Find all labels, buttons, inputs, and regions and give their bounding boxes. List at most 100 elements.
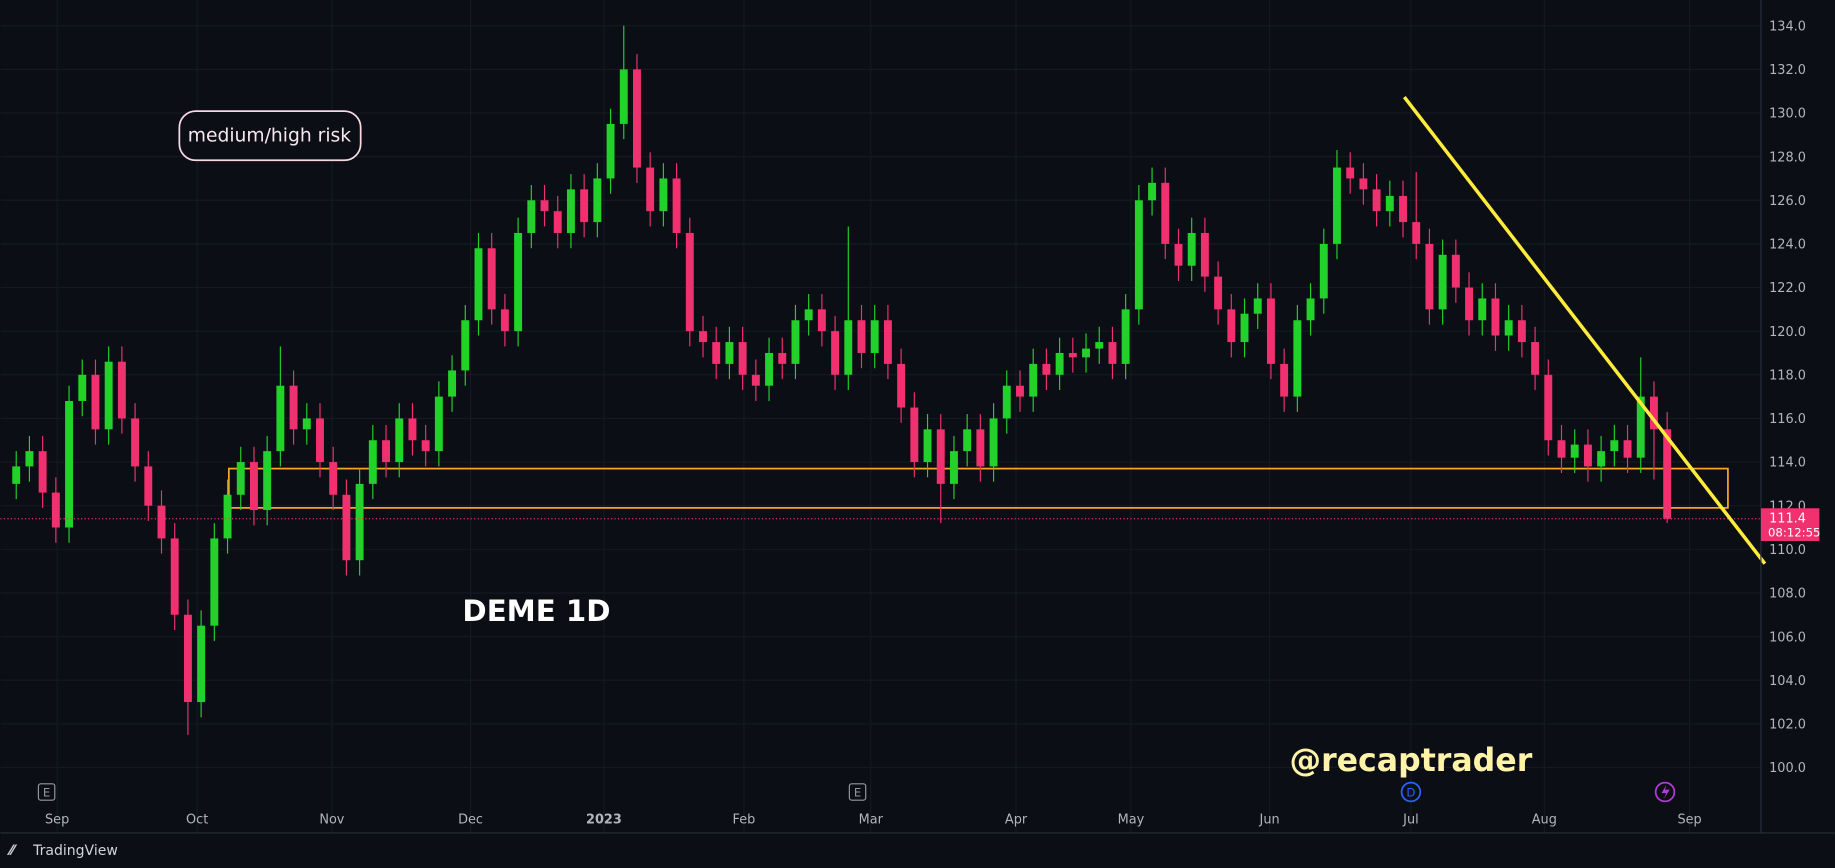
- candle-body: [1134, 200, 1143, 310]
- candle-body: [553, 211, 562, 233]
- y-tick-label: 122.0: [1769, 281, 1806, 296]
- risk-annotation: medium/high risk: [188, 126, 352, 147]
- y-tick-label: 124.0: [1769, 238, 1806, 253]
- candle-body: [1570, 444, 1579, 458]
- candle-body: [791, 320, 800, 364]
- candle-body: [712, 342, 721, 364]
- candle-body: [619, 69, 628, 124]
- candle-body: [1253, 298, 1262, 314]
- candle-body: [514, 232, 523, 332]
- candle-body: [51, 492, 60, 528]
- candle-body: [844, 320, 853, 375]
- candle-body: [448, 370, 457, 397]
- x-tick-label: Mar: [859, 813, 884, 828]
- candle-body: [1557, 440, 1566, 458]
- candle-body: [276, 385, 285, 452]
- candle-body: [870, 320, 879, 353]
- x-tick-label: Sep: [45, 813, 69, 828]
- candle-body: [1095, 342, 1104, 349]
- candle-body: [1266, 298, 1275, 364]
- candle-body: [897, 363, 906, 408]
- candle-body: [223, 494, 232, 539]
- candle-body: [778, 352, 787, 364]
- candle-body: [1504, 320, 1513, 336]
- candle-body: [1029, 363, 1038, 397]
- candle-body: [316, 418, 324, 463]
- y-tick-label: 128.0: [1769, 150, 1806, 165]
- candle-body: [936, 429, 945, 484]
- x-tick-label: Aug: [1532, 813, 1557, 828]
- x-tick-label: Nov: [319, 813, 344, 828]
- candle-body: [1148, 182, 1157, 201]
- candle-body: [672, 178, 681, 233]
- x-tick-label: Sep: [1677, 813, 1701, 828]
- candle-body: [1610, 440, 1619, 452]
- candle-body: [91, 374, 100, 430]
- candle-body: [527, 200, 536, 233]
- candle-body: [633, 69, 641, 168]
- candle-body: [540, 200, 549, 212]
- candle-body: [197, 625, 206, 703]
- countdown-label: 08:12:55: [1768, 525, 1821, 539]
- trendline: [1402, 96, 1767, 565]
- event-marker[interactable]: [1400, 781, 1422, 803]
- candle-body: [1068, 352, 1077, 358]
- candle-body: [910, 407, 919, 463]
- event-marker[interactable]: [37, 783, 56, 801]
- event-icon[interactable]: [1654, 781, 1676, 803]
- y-tick-label: 106.0: [1769, 630, 1806, 645]
- candle-body: [434, 396, 443, 452]
- candle-body: [606, 123, 615, 179]
- candle-body: [289, 385, 298, 430]
- candle-body: [1399, 195, 1407, 223]
- candle-body: [804, 309, 813, 321]
- y-tick-label: 100.0: [1769, 761, 1806, 776]
- candle-body: [355, 483, 364, 561]
- y-tick-label: 118.0: [1769, 368, 1806, 383]
- candle-body: [1425, 243, 1434, 310]
- candle-body: [302, 418, 311, 430]
- candle-body: [646, 167, 655, 212]
- event-marker[interactable]: [848, 783, 867, 801]
- candle-body: [1478, 298, 1487, 321]
- candle-body: [923, 429, 932, 463]
- candle-body: [1438, 254, 1447, 310]
- candle-body: [1082, 348, 1090, 358]
- y-tick-label: 130.0: [1769, 107, 1806, 122]
- candle-body: [395, 418, 404, 463]
- brand-logo: ⁄⁄: [7, 843, 18, 859]
- candle-body: [487, 248, 496, 310]
- candle-body: [249, 462, 258, 511]
- brand: TradingView: [32, 843, 118, 859]
- x-tick-label: Feb: [733, 813, 756, 828]
- candle-body: [38, 451, 47, 493]
- candle-body: [1055, 352, 1064, 375]
- candle-body: [1187, 232, 1196, 266]
- candle-body: [1121, 309, 1130, 364]
- candle-body: [1465, 287, 1474, 321]
- candle-body: [1597, 451, 1606, 467]
- candle-body: [1544, 374, 1553, 441]
- candle-body: [566, 189, 575, 233]
- candle-body: [1663, 429, 1672, 519]
- y-tick-label: 134.0: [1769, 19, 1806, 34]
- last-price-label: 111.4: [1769, 511, 1806, 526]
- x-tick-label: Oct: [186, 813, 208, 828]
- candle-body: [765, 352, 774, 386]
- candle-body: [963, 429, 972, 452]
- y-tick-label: 110.0: [1769, 543, 1806, 558]
- candle-body: [382, 440, 390, 463]
- y-tick-label: 126.0: [1769, 194, 1806, 209]
- candle-body: [831, 331, 840, 375]
- candle-body: [117, 361, 126, 419]
- candle-body: [368, 440, 377, 484]
- candle-body: [1293, 320, 1302, 397]
- candle-body: [580, 189, 589, 223]
- candle-body: [949, 451, 958, 484]
- y-tick-label: 114.0: [1769, 456, 1806, 471]
- candle-body: [1002, 385, 1011, 419]
- author-annotation: @recaptrader: [1290, 743, 1533, 779]
- price-tag: [1760, 508, 1820, 541]
- candle-body: [78, 374, 87, 401]
